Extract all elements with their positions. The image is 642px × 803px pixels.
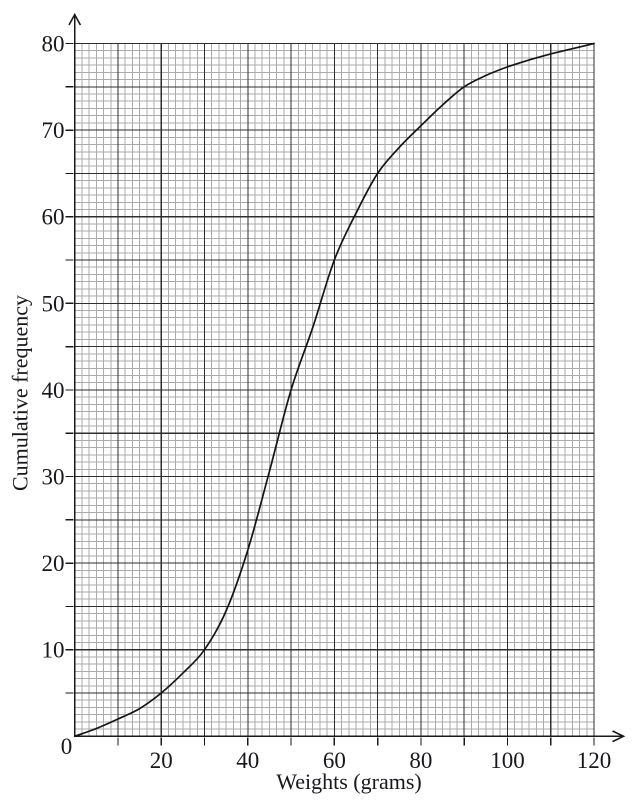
y-axis-arrowhead-icon xyxy=(68,12,82,26)
x-tick-label: 80 xyxy=(409,748,432,773)
x-tick-label: 60 xyxy=(323,748,346,773)
cumulative-frequency-curve xyxy=(73,42,595,738)
tick-marks xyxy=(65,42,595,746)
y-tick-label: 50 xyxy=(42,291,65,316)
x-axis-title: Weights (grams) xyxy=(276,769,421,794)
y-tick-label: 80 xyxy=(42,32,65,57)
y-tick-label: 70 xyxy=(42,118,65,143)
y-tick-label: 20 xyxy=(42,551,65,576)
x-tick-label: 100 xyxy=(490,748,525,773)
x-tick-label: 40 xyxy=(236,748,259,773)
tick-labels: 20 40 60 80 100 120 10 20 30 40 50 60 70 80 0 xyxy=(42,32,612,774)
grid-major xyxy=(74,42,595,737)
x-tick-label: 20 xyxy=(150,748,173,773)
y-axis-title: Cumulative frequency xyxy=(8,295,33,491)
y-tick-label: 40 xyxy=(42,378,65,403)
y-tick-label: 30 xyxy=(42,465,65,490)
x-tick-label: 120 xyxy=(577,748,612,773)
y-tick-label: 10 xyxy=(42,638,65,663)
origin-label: 0 xyxy=(61,734,73,759)
axes xyxy=(68,12,626,743)
x-axis-arrowhead-icon xyxy=(612,730,626,743)
y-tick-label: 60 xyxy=(42,205,65,230)
